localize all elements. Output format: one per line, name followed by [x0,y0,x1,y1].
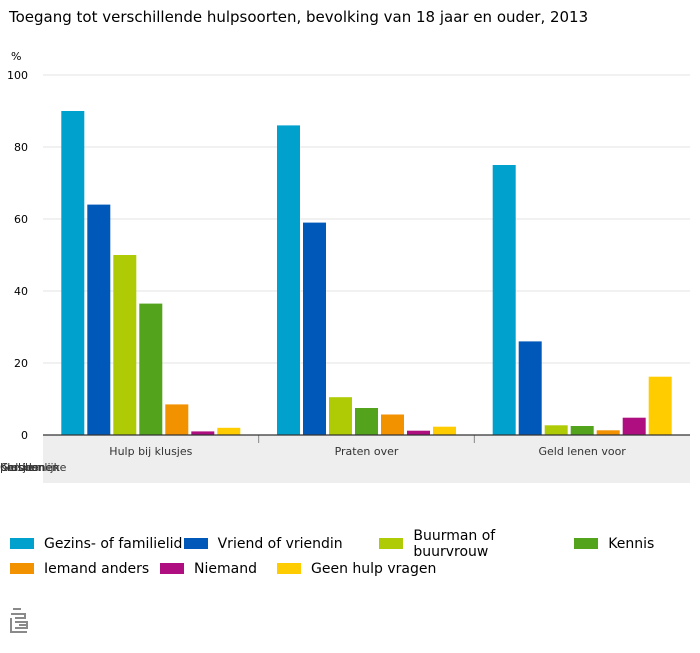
legend-item[interactable]: Buurman of buurvrouw [379,528,574,560]
legend-swatch [379,538,404,549]
legend-item[interactable]: Iemand anders [10,561,160,577]
y-tick-label: 20 [14,357,28,370]
bar [544,425,568,435]
category-band [43,435,690,483]
bar [381,414,404,435]
bar-chart: 0 20 40 60 80 100% Hulp bij klusjes Praten over… [0,50,690,483]
bar [596,430,620,435]
x-category-label: Praten over [335,445,399,458]
y-tick-label: 60 [14,213,28,226]
y-tick-label: 80 [14,141,28,154]
bar [622,417,646,435]
legend-row: Gezins- of familielid Vriend of vriendin B… [10,528,690,560]
bar [113,255,137,435]
overlap-label-fragment: problemen [0,461,59,474]
bar [648,376,672,435]
chart-title: Toegang tot verschillende hulpsoorten, b… [9,8,589,26]
bar [570,426,594,435]
bar [433,426,456,435]
bar [303,222,326,435]
bar [407,430,430,435]
bar [518,341,542,435]
y-tick-label: 40 [14,285,28,298]
legend-item[interactable]: Geen hulp vragen [277,561,477,577]
overlap-label-fragment: persoonlijke [0,461,67,474]
bar [329,397,352,435]
legend-swatch [277,563,301,574]
bar [165,404,189,435]
legend-label: Gezins- of familielid [44,535,183,552]
legend-label: Vriend of vriendin [217,535,343,552]
bar [191,431,215,435]
bar [492,165,516,435]
bar [355,408,378,435]
y-tick-label: 0 [21,429,28,442]
x-category-label: Hulp bij klusjes [109,445,192,458]
legend-label: Niemand [194,560,257,577]
chart-legend: Gezins- of familielid Vriend of vriendin B… [10,528,690,581]
legend-item[interactable]: Kennis [574,536,690,552]
overlap-label-fragment: Klusjes [0,461,39,474]
cbs-logo-icon [10,605,30,639]
bar [277,125,300,436]
legend-item[interactable]: Gezins- of familielid [10,536,184,552]
x-category-label: Geld lenen voor [538,445,626,458]
legend-swatch [183,538,208,549]
bar [87,204,111,435]
legend-item[interactable]: Vriend of vriendin [183,535,380,552]
y-axis-label: % [11,50,21,63]
legend-label: Kennis [608,535,655,552]
y-tick-label: 100 [7,69,28,82]
overlap-label-fragment: Geld lenen [0,461,59,474]
legend-swatch [10,563,34,574]
legend-label: Buurman of buurvrouw [413,527,496,560]
legend-label: Geen hulp vragen [311,560,437,577]
legend-row: Iemand anders Niemand Geen hulp vragen [10,556,690,581]
legend-label: Iemand anders [44,560,150,577]
legend-item[interactable]: Niemand [160,561,277,577]
bar [217,427,241,435]
legend-swatch [160,563,184,574]
legend-swatch [10,538,34,549]
legend-swatch [574,538,599,549]
bar [139,303,163,435]
bar [61,111,85,435]
